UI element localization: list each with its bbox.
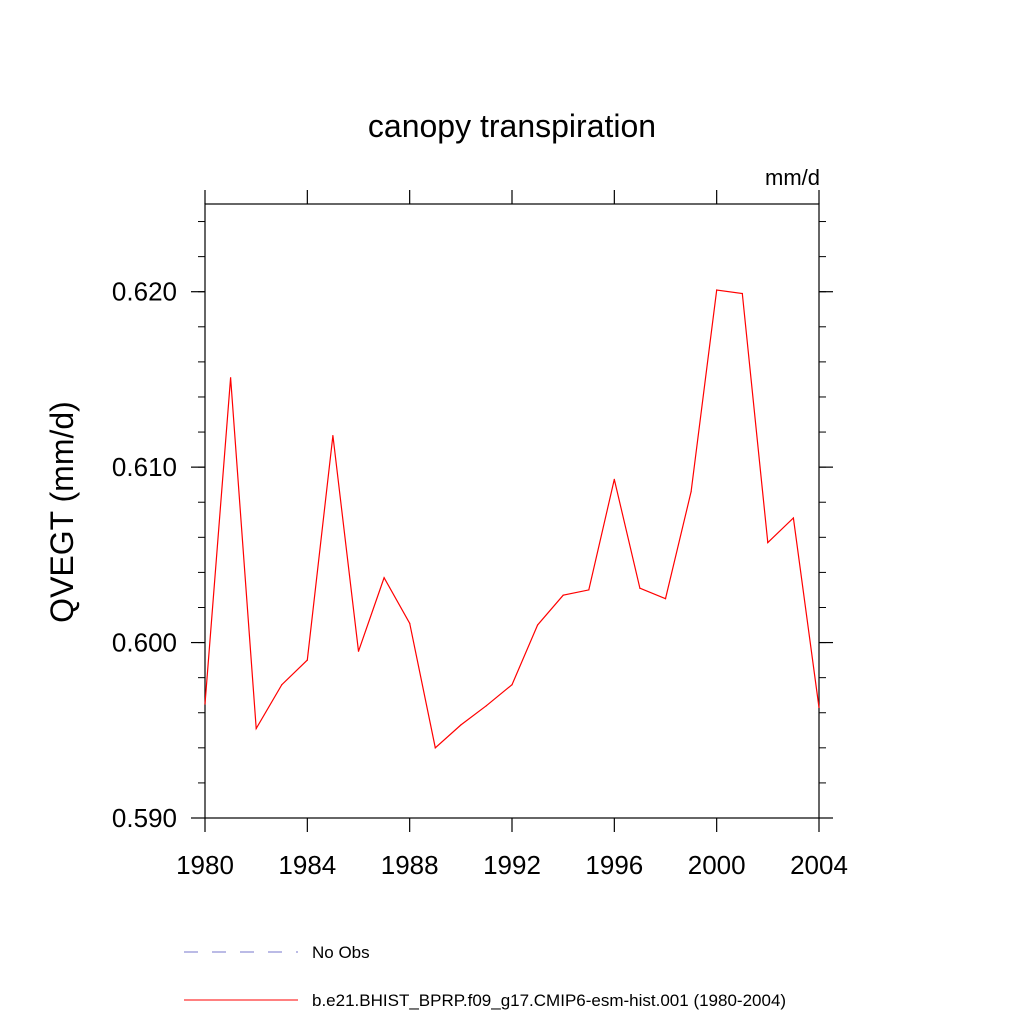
data-point	[537, 624, 539, 626]
data-point	[613, 478, 615, 480]
series-layer	[204, 289, 820, 749]
plot-frame	[204, 203, 820, 819]
units-label: mm/d	[765, 165, 820, 190]
data-point	[664, 598, 667, 600]
data-point	[767, 542, 769, 544]
data-point	[818, 706, 820, 709]
data-point	[792, 517, 795, 519]
data-point	[383, 577, 385, 579]
x-tick-label: 2000	[688, 850, 746, 880]
data-point	[409, 622, 411, 624]
data-point	[639, 587, 641, 589]
legend: No Obs b.e21.BHIST_BPRP.f09_g17.CMIP6-esm…	[184, 943, 786, 1010]
x-tick-label: 1984	[278, 850, 336, 880]
legend-label: b.e21.BHIST_BPRP.f09_g17.CMIP6-esm-hist.…	[312, 991, 786, 1010]
data-point	[434, 747, 436, 749]
data-point	[588, 589, 590, 591]
x-tick-label: 2004	[790, 850, 848, 880]
x-tick-label: 1992	[483, 850, 541, 880]
data-point	[281, 684, 283, 686]
data-point	[562, 594, 564, 596]
y-axis-label: QVEGT (mm/d)	[44, 401, 80, 623]
data-point	[716, 289, 718, 291]
data-point	[485, 705, 487, 707]
plot-axes: 1980 1984 1988 1992 1996 2000 2004 0.590 0.600 0.…	[112, 190, 848, 880]
data-point	[332, 435, 334, 437]
data-point	[357, 650, 360, 652]
data-point	[306, 659, 308, 661]
data-point	[690, 491, 692, 493]
data-point	[255, 727, 257, 730]
x-tick-label: 1996	[585, 850, 643, 880]
y-tick-label: 0.610	[112, 452, 177, 482]
data-point	[460, 724, 462, 726]
series-line	[204, 289, 820, 749]
x-tick-label: 1988	[381, 850, 439, 880]
data-point	[204, 703, 206, 705]
x-tick-label: 1980	[176, 850, 234, 880]
data-point	[741, 292, 743, 295]
chart-title: canopy transpiration	[368, 108, 656, 144]
data-point	[511, 684, 513, 686]
data-point	[230, 377, 232, 379]
y-tick-label: 0.620	[112, 277, 177, 307]
y-tick-label: 0.590	[112, 803, 177, 833]
y-tick-label: 0.600	[112, 628, 177, 658]
legend-label: No Obs	[312, 943, 370, 962]
